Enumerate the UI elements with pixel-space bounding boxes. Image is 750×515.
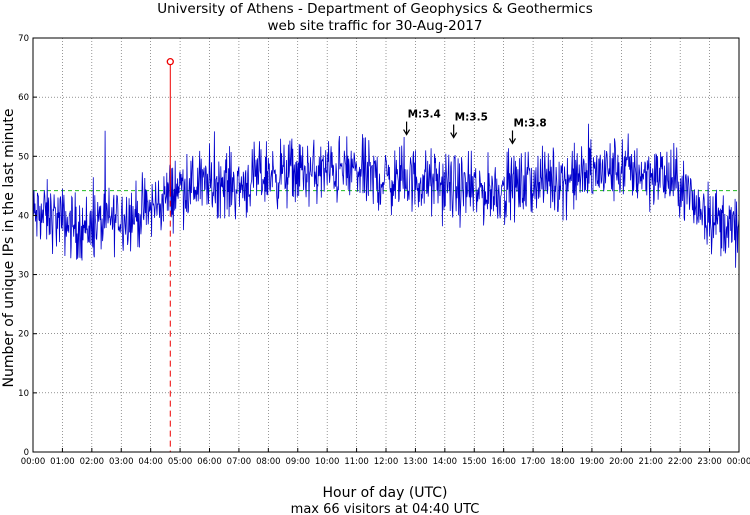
x-axis-ticks: 00:00 01:00 02:00 03:00 04:00 05:00 06:00 07:00…: [21, 448, 750, 467]
y-tick-label: 60: [18, 93, 29, 103]
x-tick-label: 21:00: [639, 457, 664, 467]
grid-lines: [33, 38, 739, 452]
x-tick-label: 17:00: [521, 457, 546, 467]
annotation-label: M:3.4: [408, 109, 441, 121]
x-tick-label: 10:00: [315, 457, 340, 467]
x-tick-label: 12:00: [374, 457, 399, 467]
x-tick-label: 20:00: [609, 457, 634, 467]
x-tick-label: 09:00: [286, 457, 311, 467]
annotation-label: M:3.8: [513, 117, 546, 129]
x-tick-label: 16:00: [491, 457, 516, 467]
annotations: M:3.4 M:3.5 M:3.8: [403, 109, 547, 145]
y-tick-label: 10: [18, 389, 29, 399]
x-tick-label: 05:00: [168, 457, 193, 467]
x-tick-label: 23:00: [697, 457, 722, 467]
x-tick-label: 19:00: [580, 457, 605, 467]
x-tick-label: 00:00: [727, 457, 750, 467]
chart-title: University of Athens - Department of Geo…: [157, 1, 593, 17]
max-point-marker: [166, 58, 174, 66]
data-line: [32, 123, 740, 268]
x-tick-label: 06:00: [197, 457, 222, 467]
x-tick-label: 01:00: [50, 457, 75, 467]
x-axis-label: Hour of day (UTC): [323, 485, 448, 501]
x-tick-label: 00:00: [21, 457, 46, 467]
y-tick-label: 0: [24, 448, 29, 458]
y-tick-label: 50: [18, 152, 29, 162]
chart-subtitle: web site traffic for 30-Aug-2017: [268, 18, 483, 34]
x-tick-label: 22:00: [668, 457, 693, 467]
x-tick-label: 15:00: [462, 457, 487, 467]
x-tick-label: 02:00: [80, 457, 105, 467]
x-tick-label: 11:00: [344, 457, 369, 467]
chart-caption: max 66 visitors at 04:40 UTC: [291, 502, 480, 515]
x-tick-label: 04:00: [138, 457, 163, 467]
annotation-arrowhead: [450, 132, 458, 139]
y-tick-label: 30: [18, 271, 29, 281]
annotation-arrowhead: [403, 129, 411, 136]
y-axis-label: Number of unique IPs in the last minute: [1, 109, 17, 388]
x-tick-label: 14:00: [433, 457, 458, 467]
y-axis-ticks: 0 10 20 30 40 50 60 70: [18, 34, 37, 458]
x-tick-label: 08:00: [256, 457, 281, 467]
x-tick-label: 03:00: [109, 457, 134, 467]
x-tick-label: 13:00: [403, 457, 428, 467]
y-tick-label: 20: [18, 330, 29, 340]
y-tick-label: 40: [18, 211, 29, 221]
x-tick-label: 18:00: [550, 457, 575, 467]
annotation-label: M:3.5: [455, 112, 488, 124]
y-tick-label: 70: [18, 34, 29, 44]
x-tick-label: 07:00: [227, 457, 252, 467]
annotation-arrowhead: [508, 138, 517, 145]
